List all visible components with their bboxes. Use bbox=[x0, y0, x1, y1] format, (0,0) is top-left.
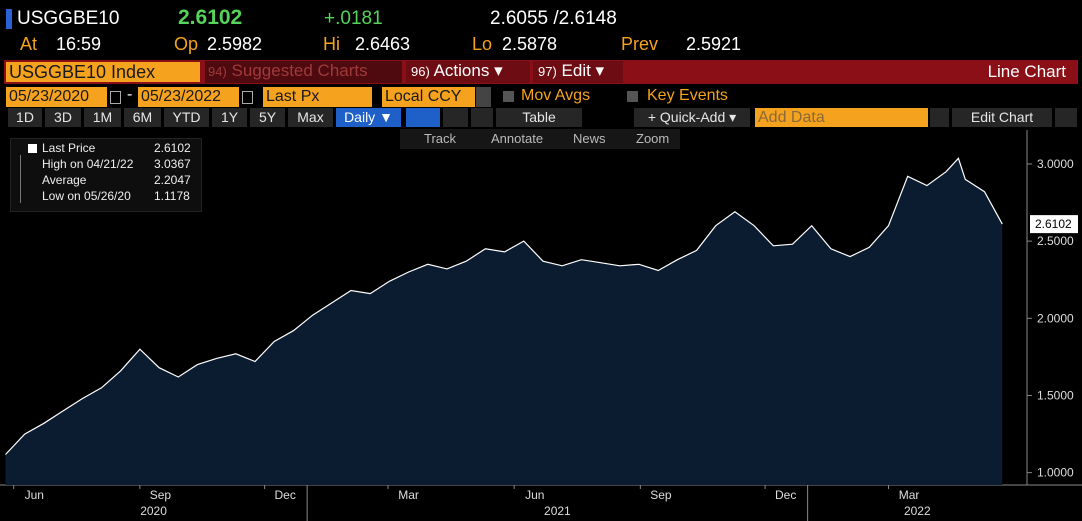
chart: 1.0000 1.5000 2.0000 2.5000 3.0000 Jun Sep Dec M… bbox=[0, 130, 1082, 521]
range-button[interactable]: 5Y bbox=[250, 108, 285, 127]
range-button[interactable]: Max bbox=[288, 108, 333, 127]
quote-value: 2.5982 bbox=[207, 34, 263, 54]
quote-value: 2.5921 bbox=[686, 34, 742, 54]
area bbox=[5, 158, 1003, 486]
edit-chart[interactable]: Edit Chart bbox=[952, 108, 1052, 127]
calendar-icon[interactable] bbox=[242, 91, 253, 104]
quote-value: 16:59 bbox=[56, 34, 102, 54]
x-tick-label: Sep bbox=[650, 488, 672, 502]
y-tick-label: 1.5000 bbox=[1037, 388, 1074, 402]
change: +.0181 bbox=[324, 8, 383, 29]
x-tick-label: Mar bbox=[899, 488, 920, 502]
year-label: 2020 bbox=[140, 504, 167, 518]
legend-label: Average bbox=[42, 173, 87, 187]
currency[interactable]: Local CCY bbox=[382, 87, 475, 107]
table-button[interactable]: Table bbox=[496, 108, 582, 127]
menu-label: Actions ▾ bbox=[433, 61, 503, 80]
menu-num: 97) bbox=[538, 64, 557, 79]
x-tick-label: Dec bbox=[275, 488, 296, 502]
menu-edit[interactable]: 97) Edit ▾ bbox=[533, 61, 623, 83]
last-price-tag bbox=[1030, 215, 1078, 234]
collapse[interactable] bbox=[930, 108, 949, 127]
legend-swatch bbox=[28, 144, 37, 153]
chart-type: Line Chart bbox=[987, 62, 1066, 81]
legend-label: Low on 05/26/20 bbox=[42, 189, 131, 203]
quote-label: Prev bbox=[621, 34, 659, 54]
quote-label: Lo bbox=[472, 34, 493, 54]
quote-value: 2.6463 bbox=[355, 34, 411, 54]
y-tick-label: 2.0000 bbox=[1037, 311, 1074, 325]
legend-value: 1.1178 bbox=[154, 189, 190, 203]
y-tick-label: 3.0000 bbox=[1037, 157, 1074, 171]
tool[interactable]: Zoom bbox=[636, 131, 670, 146]
x-tick-label: Mar bbox=[398, 488, 419, 502]
option[interactable]: Key Events bbox=[647, 87, 728, 104]
type-dropdown[interactable] bbox=[471, 108, 493, 127]
quote-label: Hi bbox=[323, 34, 340, 54]
bid-ask: 2.6055 /2.6148 bbox=[490, 8, 617, 29]
candle-icon[interactable] bbox=[443, 108, 468, 127]
y-tick-label: 1.0000 bbox=[1037, 466, 1074, 480]
range-button[interactable]: 3D bbox=[45, 108, 81, 127]
start-date[interactable]: 05/23/2020 bbox=[6, 87, 107, 107]
menu-suggested[interactable]: 94) Suggested Charts bbox=[205, 61, 402, 83]
x-tick-label: Dec bbox=[775, 488, 796, 502]
security[interactable]: USGGBE10 Index bbox=[6, 62, 200, 82]
legend-value: 3.0367 bbox=[154, 157, 191, 171]
y-tick-label: 2.5000 bbox=[1037, 234, 1074, 248]
ticker-marker bbox=[6, 9, 12, 29]
legend-value: 2.6102 bbox=[154, 141, 191, 155]
quick-add[interactable]: + Quick-Add ▾ bbox=[634, 108, 750, 127]
currency-dropdown[interactable] bbox=[476, 87, 491, 107]
menu-num: 96) bbox=[411, 64, 430, 79]
checkbox[interactable] bbox=[627, 91, 638, 102]
tools-bar bbox=[400, 129, 680, 149]
last-price-label: 2.6102 bbox=[1035, 217, 1072, 231]
ticker: USGGBE10 bbox=[17, 8, 120, 29]
menu-label: Suggested Charts bbox=[231, 61, 368, 80]
range-button[interactable]: 1Y bbox=[212, 108, 247, 127]
legend-value: 2.2047 bbox=[154, 173, 191, 187]
end-date[interactable]: 05/23/2022 bbox=[138, 87, 239, 107]
range-button[interactable]: 6M bbox=[124, 108, 161, 127]
range-button[interactable]: 1M bbox=[84, 108, 121, 127]
tool[interactable]: Track bbox=[424, 131, 457, 146]
menu-actions[interactable]: 96) Actions ▾ bbox=[406, 61, 530, 83]
menu-label: Edit ▾ bbox=[561, 61, 605, 80]
range-sep: - bbox=[127, 86, 133, 103]
legend-bracket bbox=[20, 155, 21, 203]
legend-label: High on 04/21/22 bbox=[42, 157, 134, 171]
line-icon[interactable] bbox=[406, 108, 440, 127]
legend-label: Last Price bbox=[42, 141, 96, 155]
range-button[interactable]: 1D bbox=[8, 108, 42, 127]
frequency[interactable]: Daily ▼ bbox=[336, 108, 401, 127]
line bbox=[5, 157, 1003, 455]
tool[interactable]: Annotate bbox=[491, 131, 544, 146]
last: 2.6102 bbox=[178, 6, 243, 29]
tool[interactable]: News bbox=[573, 131, 606, 146]
settings-gear[interactable] bbox=[1055, 108, 1077, 127]
add-data[interactable]: Add Data bbox=[755, 108, 928, 127]
x-tick-label: Jun bbox=[25, 488, 44, 502]
calendar-icon[interactable] bbox=[110, 91, 121, 104]
option[interactable]: Mov Avgs bbox=[521, 87, 591, 104]
field[interactable]: Last Px bbox=[263, 87, 372, 107]
checkbox[interactable] bbox=[503, 91, 514, 102]
range-button[interactable]: YTD bbox=[164, 108, 209, 127]
quote-label: At bbox=[20, 34, 38, 54]
quote-label: Op bbox=[174, 34, 199, 54]
legend bbox=[10, 138, 202, 212]
quote-value: 2.5878 bbox=[502, 34, 558, 54]
year-label: 2021 bbox=[544, 504, 571, 518]
menu-num: 94) bbox=[208, 64, 227, 79]
x-tick-label: Jun bbox=[525, 488, 544, 502]
year-label: 2022 bbox=[904, 504, 931, 518]
x-tick-label: Sep bbox=[150, 488, 172, 502]
